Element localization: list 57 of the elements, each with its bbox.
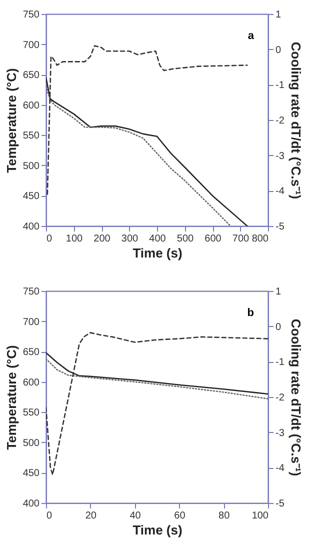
y2-tick-label: -4 <box>276 186 285 198</box>
x-tick-label: 60 <box>174 510 186 522</box>
y-axis-title: Temperature (°C) <box>4 345 19 450</box>
x-tick-label: 800 <box>252 234 269 244</box>
x-tick-label: 0 <box>46 234 52 244</box>
y-tick-label: 600 <box>22 377 40 388</box>
y-tick-label: 550 <box>22 130 40 142</box>
y-tick-label: 700 <box>22 316 40 328</box>
y-tick-label: 600 <box>22 100 40 112</box>
x-axis-title: Time (s) <box>132 246 182 260</box>
y-tick-label: 700 <box>22 40 40 51</box>
y2-tick-label: -2 <box>276 392 285 404</box>
x-tick-label: 600 <box>204 234 222 244</box>
y-tick-label: 550 <box>22 408 40 419</box>
annotation: a <box>248 30 255 42</box>
y-tick-label: 650 <box>22 347 40 358</box>
x-tick-label: 200 <box>94 234 111 244</box>
y-axis-title: Temperature (°C) <box>4 68 19 173</box>
x-tick-label: 400 <box>149 234 166 244</box>
y2-tick-label: 1 <box>276 10 282 20</box>
line-series <box>46 45 248 195</box>
line-series <box>46 332 268 476</box>
line-series <box>46 358 268 400</box>
y2-tick-label: -1 <box>276 80 285 92</box>
y2-tick-label: 1 <box>276 286 282 298</box>
x-tick-label: 500 <box>176 234 194 244</box>
annotation: b <box>247 307 254 319</box>
y-tick-label: 750 <box>22 10 40 20</box>
x-tick-label: 100 <box>252 510 269 522</box>
x-tick-label: 300 <box>121 234 139 244</box>
y2-tick-label: -1 <box>276 357 285 368</box>
y2-tick-label: -3 <box>276 150 285 162</box>
y-tick-label: 650 <box>22 70 40 82</box>
y-tick-label: 750 <box>22 286 40 298</box>
y2-axis-title: Cooling rate dT/dt (°C.s⁻¹) <box>288 318 304 476</box>
line-series <box>46 352 268 395</box>
x-tick-label: 0 <box>46 510 52 522</box>
x-tick-label: 40 <box>130 510 142 522</box>
y-tick-label: 500 <box>22 160 40 172</box>
y2-tick-label: 0 <box>276 322 282 333</box>
x-tick-label: 100 <box>66 234 84 244</box>
y-tick-label: 450 <box>22 191 40 202</box>
y2-tick-label: -5 <box>276 222 285 232</box>
y2-tick-label: -5 <box>276 498 285 510</box>
y2-tick-label: -2 <box>276 116 285 126</box>
y-tick-label: 400 <box>22 222 40 232</box>
y-tick-label: 400 <box>22 498 40 510</box>
x-axis-title: Time (s) <box>132 522 182 538</box>
y2-tick-label: -4 <box>276 463 285 474</box>
y-tick-label: 500 <box>22 438 40 449</box>
x-tick-label: 20 <box>85 510 97 522</box>
x-tick-label: 80 <box>218 510 230 522</box>
y-tick-label: 450 <box>22 468 40 480</box>
y2-tick-label: 0 <box>276 44 282 56</box>
y2-axis-title: Cooling rate dT/dt (°C.s⁻¹) <box>288 42 304 200</box>
x-tick-label: 700 <box>232 234 250 244</box>
y2-tick-label: -3 <box>276 428 285 439</box>
